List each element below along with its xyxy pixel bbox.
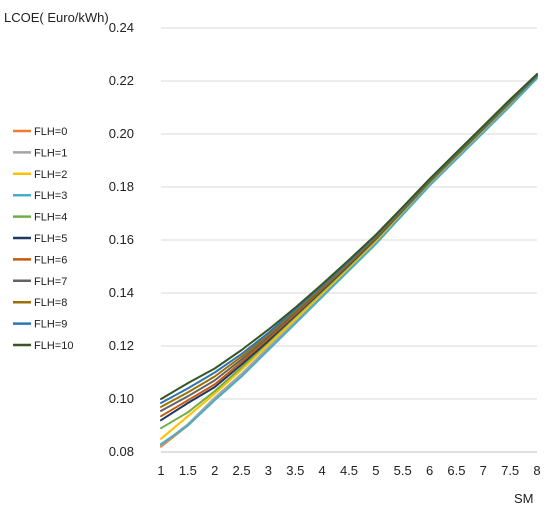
series-line	[160, 77, 538, 446]
legend-label: FLH=7	[34, 276, 67, 288]
legend-label: FLH=1	[34, 147, 67, 159]
x-tick-label: 3	[265, 463, 272, 478]
x-tick-label: 1	[157, 463, 164, 478]
x-tick-label: 8	[533, 463, 540, 478]
y-tick-label: 0.10	[109, 391, 134, 406]
legend-label: FLH=3	[34, 190, 67, 202]
legend: FLH=0 FLH=1 FLH=2 FLH=3 FLH=4 FLH=5 FLH=6 FLH=7…	[13, 126, 73, 352]
legend-label: FLH=9	[34, 319, 67, 331]
x-tick-label: 5.5	[394, 463, 412, 478]
legend-label: FLH=10	[34, 340, 73, 352]
x-tick-label: 1.5	[179, 463, 197, 478]
x-tick-label: 7	[480, 463, 487, 478]
x-tick-label: 6	[426, 463, 433, 478]
series-line	[160, 73, 538, 408]
legend-label: FLH=0	[34, 126, 67, 138]
series-line	[160, 74, 538, 412]
x-tick-label: 7.5	[501, 463, 519, 478]
y-tick-label: 0.18	[109, 179, 134, 194]
y-tick-label: 0.20	[109, 126, 134, 141]
y-tick-label: 0.24	[109, 20, 134, 35]
y-tick-label: 0.08	[109, 444, 134, 459]
x-tick-label: 2	[211, 463, 218, 478]
x-tick-label: 6.5	[447, 463, 465, 478]
series-lines	[160, 73, 538, 448]
legend-label: FLH=8	[34, 297, 67, 309]
y-tick-label: 0.22	[109, 73, 134, 88]
y-tick-label: 0.16	[109, 232, 134, 247]
gridlines	[161, 27, 537, 400]
x-tick-label: 4	[319, 463, 326, 478]
y-axis-label: LCOE( Euro/kWh)	[4, 10, 109, 25]
x-tick-label: 5	[372, 463, 379, 478]
x-axis-label: SM	[514, 491, 534, 506]
series-line	[160, 73, 538, 404]
x-tick-label: 4.5	[340, 463, 358, 478]
legend-label: FLH=4	[34, 212, 67, 224]
y-tick-label: 0.12	[109, 338, 134, 353]
legend-label: FLH=6	[34, 254, 67, 266]
legend-label: FLH=5	[34, 233, 67, 245]
legend-label: FLH=2	[34, 169, 67, 181]
y-tick-label: 0.14	[109, 285, 134, 300]
x-tick-label: 3.5	[286, 463, 304, 478]
x-tick-label: 2.5	[233, 463, 251, 478]
series-line	[160, 74, 538, 418]
axes: 0.08 0.10 0.12 0.14 0.16 0.18 0.20 0.22 0.24 1 1.5…	[109, 20, 541, 478]
series-line	[160, 73, 538, 400]
